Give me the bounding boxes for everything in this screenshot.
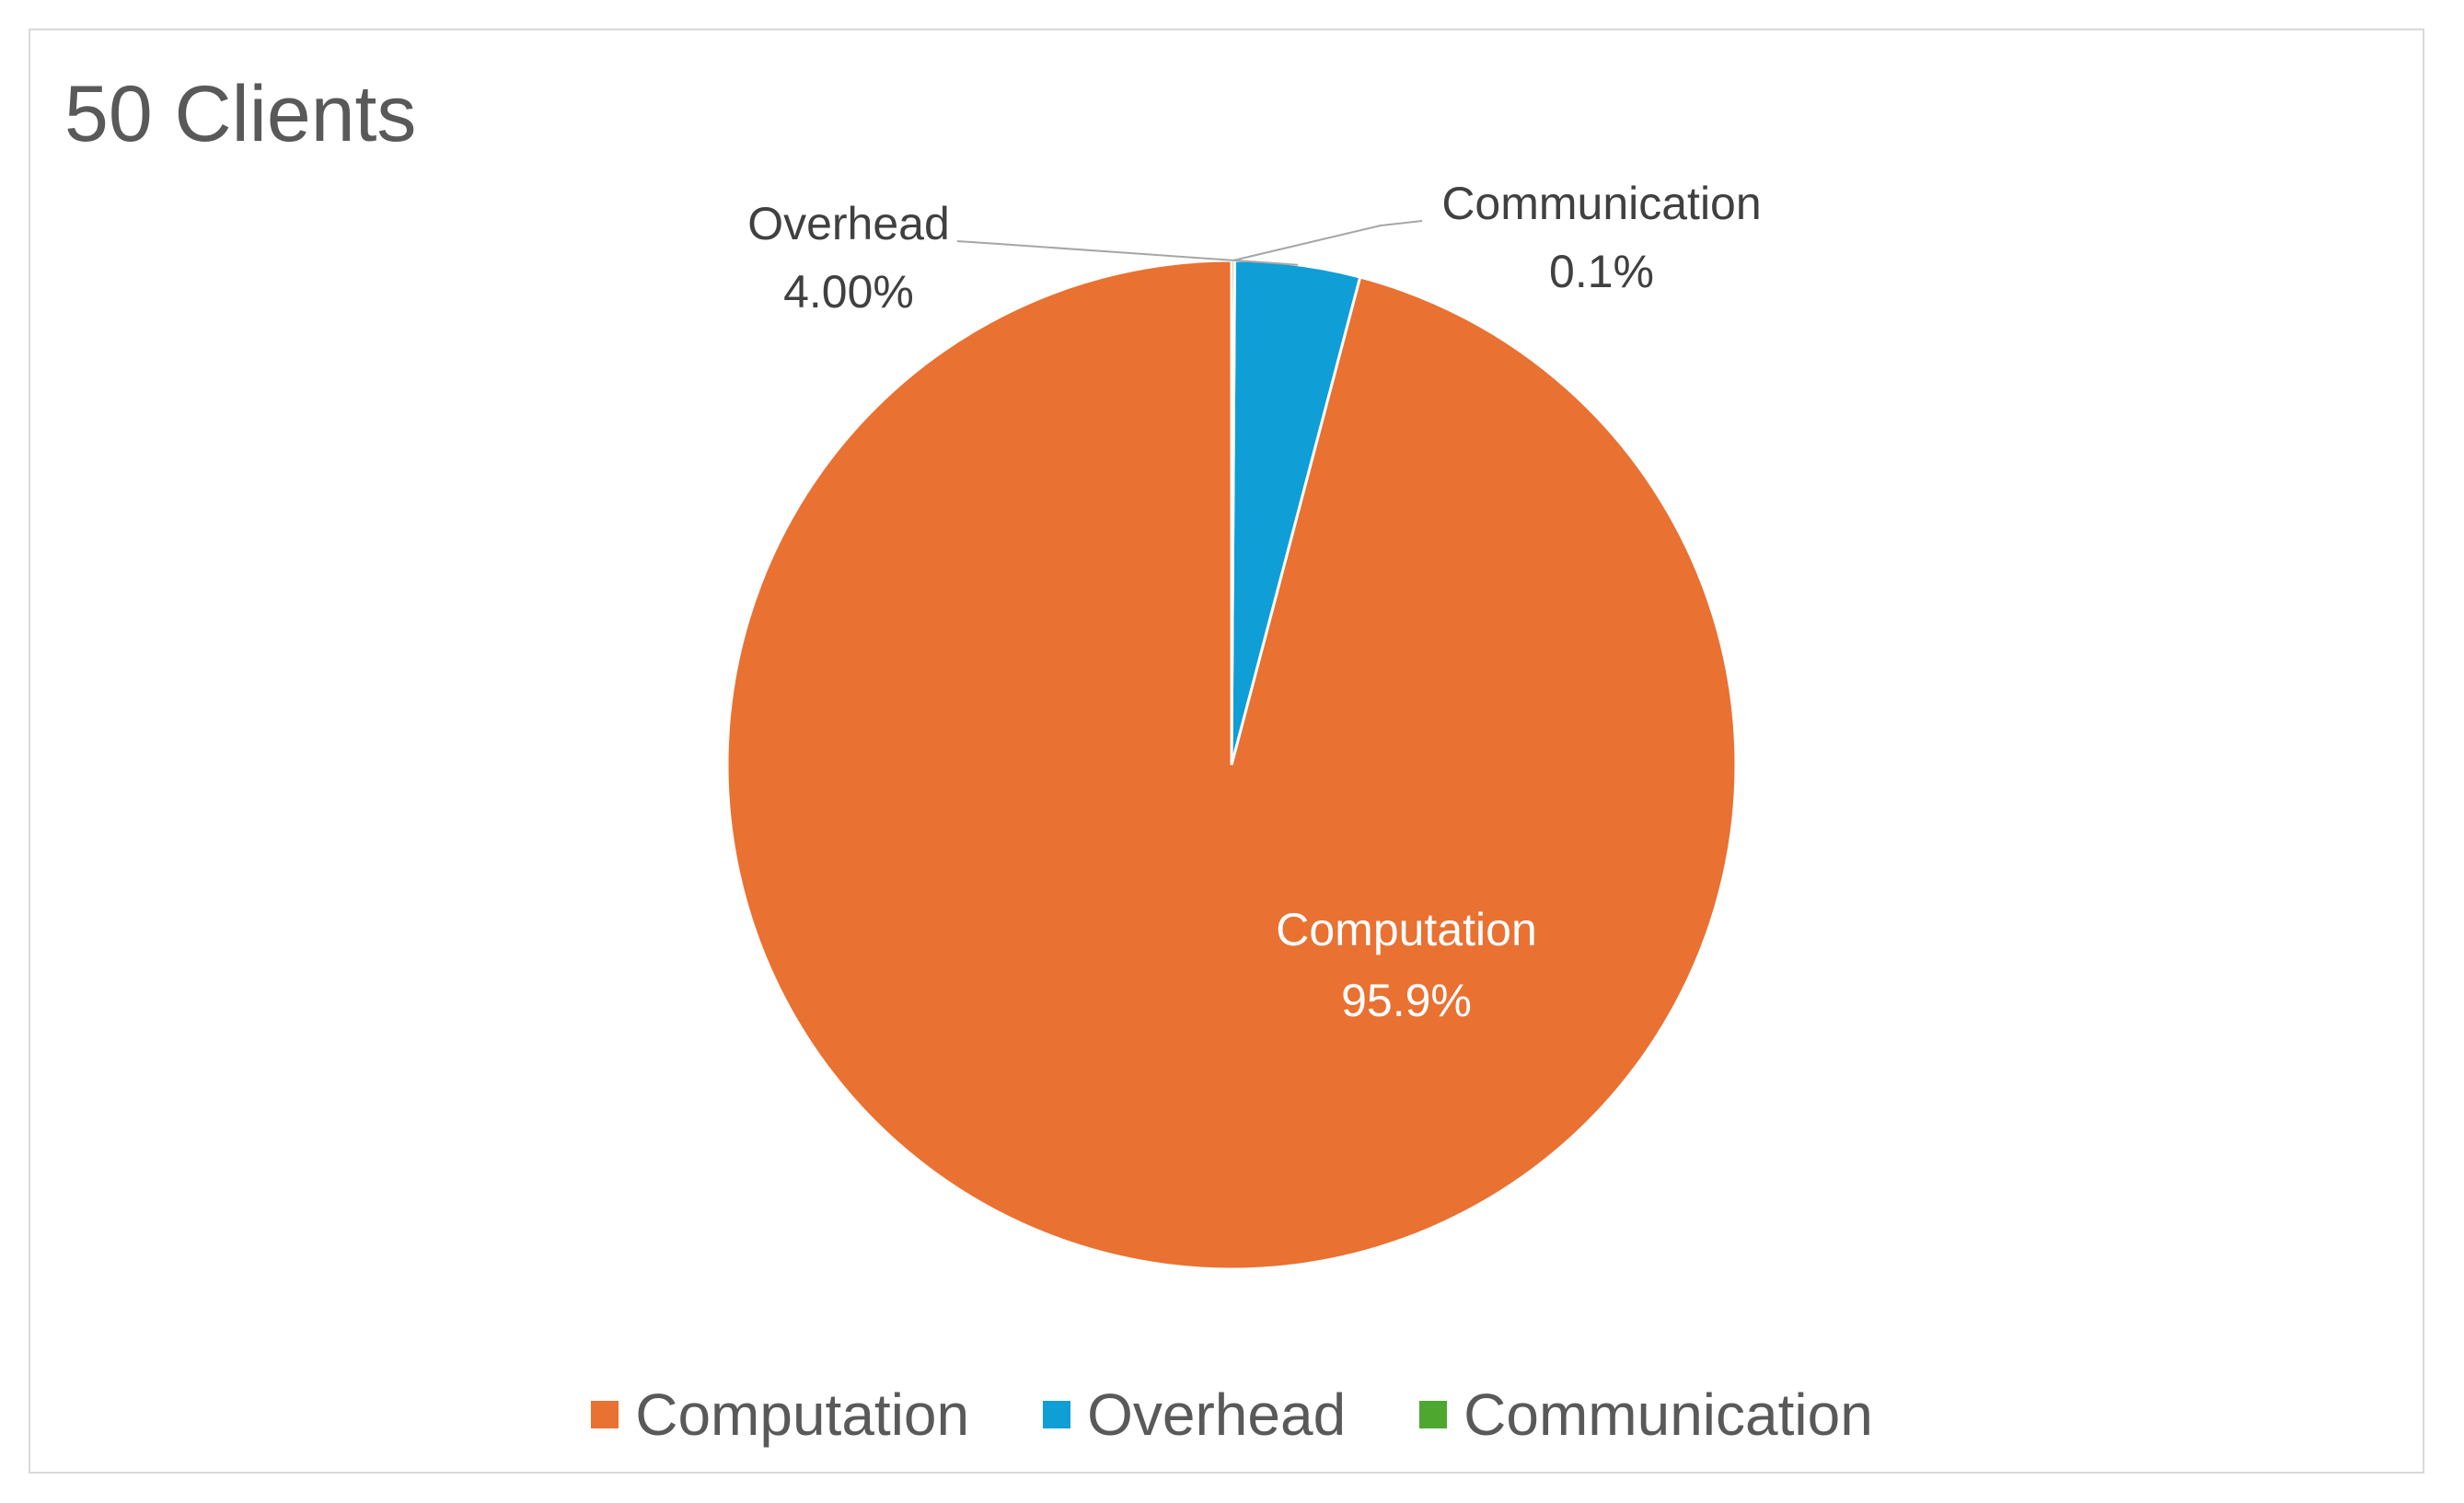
legend-item-overhead: Overhead [1043, 1381, 1346, 1449]
chart-legend: Computation Overhead Communication [0, 1381, 2464, 1449]
leader-line-communication [1232, 220, 1423, 261]
slice-value-computation: 95.9% [1341, 975, 1472, 1026]
legend-label-communication: Communication [1463, 1382, 1873, 1448]
chart-title: 50 Clients [64, 70, 417, 158]
legend-item-communication: Communication [1419, 1381, 1873, 1449]
leader-line-overhead [956, 240, 1299, 266]
legend-label-overhead: Overhead [1087, 1382, 1347, 1448]
legend-swatch-computation [591, 1401, 619, 1428]
slice-value-overhead: 4.00% [783, 266, 914, 318]
legend-label-computation: Computation [635, 1382, 970, 1448]
slice-label-communication: Communication [1441, 178, 1761, 229]
slice-label-computation: Computation [1276, 904, 1537, 955]
legend-swatch-overhead [1043, 1401, 1071, 1428]
slice-label-overhead: Overhead [747, 198, 950, 249]
legend-swatch-communication [1419, 1401, 1448, 1428]
legend-item-computation: Computation [591, 1381, 969, 1449]
slice-value-communication: 0.1% [1549, 246, 1654, 297]
